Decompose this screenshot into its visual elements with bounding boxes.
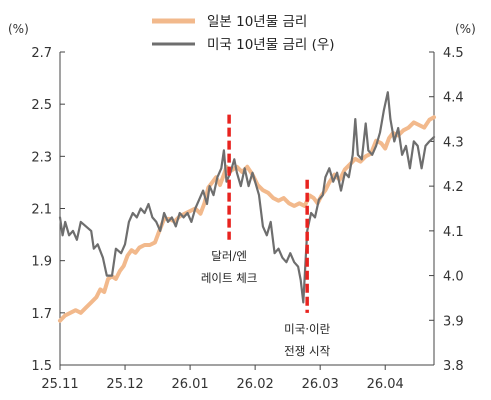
left-tick-label: 2.1 [31, 203, 52, 218]
x-tick-label: 26.03 [302, 377, 339, 392]
series-line-japan-10y [58, 115, 436, 323]
left-tick-label: 2.7 [31, 46, 52, 61]
event-label-1: 달러/엔 [211, 249, 247, 263]
right-tick-label: 4.0 [443, 270, 464, 285]
x-tick-label: 25.11 [41, 377, 78, 392]
series-line-us-10y [58, 91, 436, 304]
left-tick-label: 1.5 [31, 359, 52, 374]
legend-label-us: 미국 10년물 금리 (우) [207, 37, 335, 53]
legend-label-japan: 일본 10년물 금리 [207, 14, 307, 30]
x-tick-label: 26.01 [171, 377, 208, 392]
right-tick-label: 3.9 [443, 314, 464, 329]
right-tick-label: 4.3 [443, 135, 464, 150]
right-tick-label: 3.8 [443, 359, 464, 374]
right-axis-unit: (%) [455, 22, 476, 36]
right-tick-label: 4.2 [443, 180, 464, 195]
right-tick-label: 4.4 [443, 91, 464, 106]
x-tick-label: 26.04 [367, 377, 404, 392]
left-tick-label: 1.7 [31, 307, 52, 322]
right-tick-label: 4.1 [443, 225, 464, 240]
left-tick-label: 1.9 [31, 255, 52, 270]
event-label-2: 전쟁 시작 [284, 344, 330, 358]
legend: 일본 10년물 금리 미국 10년물 금리 (우) [152, 14, 335, 53]
left-tick-label: 2.5 [31, 98, 52, 113]
left-tick-label: 2.3 [31, 150, 52, 165]
plot-area: 1.5 1.7 1.9 2.1 2.3 2.5 2.7 3.8 3.9 4.0 4.1 4.2 4.3 4… [31, 46, 463, 392]
right-tick-label: 4.5 [443, 46, 464, 61]
x-tick-label: 26.02 [237, 377, 274, 392]
event-label-2: 미국·이란 [284, 322, 330, 336]
x-tick-label: 25.12 [106, 377, 143, 392]
left-axis-unit: (%) [8, 22, 29, 36]
event-label-1: 레이트 체크 [201, 271, 258, 285]
